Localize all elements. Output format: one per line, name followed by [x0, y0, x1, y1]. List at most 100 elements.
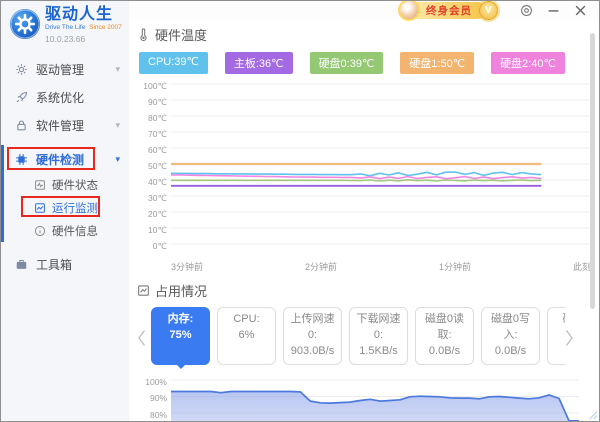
card-label: 内存: — [167, 313, 194, 325]
usage-chart-icon — [137, 284, 150, 297]
rocket-icon — [15, 91, 28, 104]
temp-y-tick: 10℃ — [147, 225, 167, 235]
sidebar-item-hw-status[interactable]: 硬件状态 — [1, 173, 129, 196]
temp-x-tick: 1分钟前 — [438, 262, 471, 272]
case-icon — [15, 258, 28, 271]
usage-plot — [171, 379, 579, 421]
chevron-down-icon: ▾ — [115, 153, 120, 164]
sidebar-item-hardware[interactable]: 硬件检测 ▾ — [1, 145, 129, 173]
temperature-title: 硬件温度 — [155, 28, 208, 43]
settings-icon[interactable] — [517, 1, 535, 19]
sidebar: 驱动人生 Drive The Life Since 2007 10.0.23.6… — [1, 1, 129, 421]
gear-icon — [15, 63, 28, 76]
temp-y-tick: 30℃ — [147, 193, 167, 203]
usage-card-4[interactable]: 磁盘0读取: 0.0B/s — [415, 307, 474, 365]
content: 硬件温度 CPU:39℃ 主板:36℃ 硬盘0:39℃ 硬盘1:50℃ 硬盘2:40℃ … — [129, 19, 599, 421]
temp-y-tick: 40℃ — [147, 177, 167, 187]
temp-y-tick: 0℃ — [152, 241, 167, 251]
temp-plot — [171, 83, 591, 245]
thermometer-icon — [137, 28, 150, 41]
card-value: 1.5KB/s — [359, 344, 398, 357]
usage-y-tick: 100% — [145, 376, 167, 387]
temperature-section-header: 硬件温度 — [137, 25, 599, 44]
scrollbar[interactable] — [590, 33, 595, 309]
chip-icon — [15, 153, 28, 166]
lock-icon — [15, 119, 28, 132]
minimize-button[interactable] — [544, 1, 562, 19]
brand-since: Since 2007 — [89, 24, 122, 31]
resize-grip[interactable] — [589, 411, 597, 419]
legend-badge-1[interactable]: 主板:36℃ — [224, 52, 293, 74]
card-label: 磁盘0写入: — [490, 313, 531, 341]
usage-y-axis: 100%90%80%70%60% — [137, 374, 167, 421]
sidebar-item-driver[interactable]: 驱动管理 ▾ — [1, 55, 129, 83]
card-label: 磁盘1 — [550, 312, 565, 328]
usage-card-1[interactable]: CPU: 6% — [217, 307, 276, 365]
card-value: 75% — [169, 328, 192, 341]
card-value: 903.0B/s — [290, 344, 335, 357]
sidebar-item-software[interactable]: 软件管理 ▾ — [1, 111, 129, 139]
temp-y-tick: 90℃ — [147, 97, 167, 107]
usage-card-6[interactable]: 磁盘10.0 — [547, 307, 565, 365]
app-version: 10.0.23.66 — [45, 33, 86, 44]
info-icon — [34, 225, 46, 237]
titlebar: 终身会员 V — [129, 1, 599, 21]
monitor-icon — [34, 179, 46, 191]
legend-badge-2[interactable]: 硬盘0:39℃ — [309, 52, 384, 74]
legend-badge-0[interactable]: CPU:39℃ — [139, 52, 208, 74]
brand-block: 驱动人生 Drive The Life Since 2007 10.0.23.6… — [1, 1, 129, 47]
temp-y-tick: 100℃ — [143, 81, 167, 91]
temp-y-tick: 50℃ — [147, 161, 167, 171]
sidebar-item-optimize[interactable]: 系统优化 — [1, 83, 129, 111]
avatar — [398, 1, 420, 21]
card-value: 0.0B/s — [428, 344, 461, 357]
carousel-left-icon[interactable] — [137, 326, 149, 350]
vip-badge[interactable]: 终身会员 V — [398, 1, 498, 21]
main-area: 终身会员 V 硬件温度 CPU:39℃ 主板:36℃ 硬盘0:39℃ 硬盘1:50℃ 硬… — [129, 1, 599, 421]
sidebar-nav: 驱动管理 ▾ 系统优化 软件管理 ▾ 硬件检测 ▾ 硬件状态 运行监测 硬件信息 工具箱 — [1, 55, 129, 278]
temp-y-tick: 80℃ — [147, 113, 167, 123]
temp-x-tick: 此刻 — [572, 262, 591, 272]
carousel-right-icon[interactable] — [565, 326, 577, 350]
sidebar-item-label: 硬件检测 — [36, 152, 85, 167]
card-value: 0.0B/s — [494, 344, 527, 357]
card-label: 下载网速0: — [356, 313, 401, 341]
temp-y-axis: 100℃ 90℃ 80℃ 70℃ 60℃ 50℃ 40℃ 30℃ 20℃ 10℃ 0℃ — [137, 78, 167, 254]
legend-badge-4[interactable]: 硬盘2:40℃ — [491, 52, 565, 74]
close-button[interactable] — [571, 1, 589, 19]
usage-cards-scroller: 内存: 75% CPU: 6% 上传网速0: 903.0B/s 下载网速0: 1.5KB/s 磁… — [151, 305, 565, 372]
temp-y-tick: 20℃ — [147, 209, 167, 219]
card-label: CPU: — [233, 313, 260, 325]
temp-x-tick: 2分钟前 — [304, 262, 337, 272]
temp-y-tick: 70℃ — [147, 129, 167, 139]
card-value: 6% — [238, 328, 255, 341]
temp-x-axis: 3分钟前 2分钟前 1分钟前 此刻 — [171, 260, 591, 273]
sidebar-item-label: 运行监测 — [52, 202, 98, 215]
card-value: 0.0 — [550, 328, 565, 344]
sidebar-item-label: 硬件状态 — [52, 179, 98, 192]
temp-y-tick: 60℃ — [147, 145, 167, 155]
card-label: 磁盘0读取: — [424, 313, 465, 341]
chevron-down-icon: ▾ — [115, 119, 120, 130]
sidebar-item-label: 驱动管理 — [36, 62, 85, 77]
usage-card-3[interactable]: 下载网速0: 1.5KB/s — [349, 307, 408, 365]
vip-label: 终身会员 — [426, 4, 472, 17]
usage-card-0[interactable]: 内存: 75% — [151, 307, 210, 369]
sidebar-item-hw-monitor[interactable]: 运行监测 — [1, 196, 129, 219]
temperature-legend: CPU:39℃ 主板:36℃ 硬盘0:39℃ 硬盘1:50℃ 硬盘2:40℃ — [139, 52, 599, 74]
usage-card-2[interactable]: 上传网速0: 903.0B/s — [283, 307, 342, 365]
sidebar-item-toolbox[interactable]: 工具箱 — [1, 250, 129, 278]
usage-chart: 100%90%80%70%60% — [137, 377, 599, 421]
usage-y-tick: 80% — [149, 409, 167, 420]
usage-card-5[interactable]: 磁盘0写入: 0.0B/s — [481, 307, 540, 365]
usage-title: 占用情况 — [155, 284, 208, 299]
sidebar-item-label: 工具箱 — [36, 257, 73, 272]
temperature-chart: 100℃ 90℃ 80℃ 70℃ 60℃ 50℃ 40℃ 30℃ 20℃ 10℃ 0℃ — [137, 81, 599, 258]
vip-medal-icon: V — [479, 1, 498, 20]
card-label: 上传网速0: — [290, 313, 335, 341]
sidebar-item-hw-info[interactable]: 硬件信息 — [1, 219, 129, 242]
legend-badge-3[interactable]: 硬盘1:50℃ — [400, 52, 475, 74]
chart-icon — [34, 202, 46, 214]
usage-y-tick: 90% — [149, 393, 167, 404]
brand-name: 驱动人生 — [45, 6, 114, 23]
